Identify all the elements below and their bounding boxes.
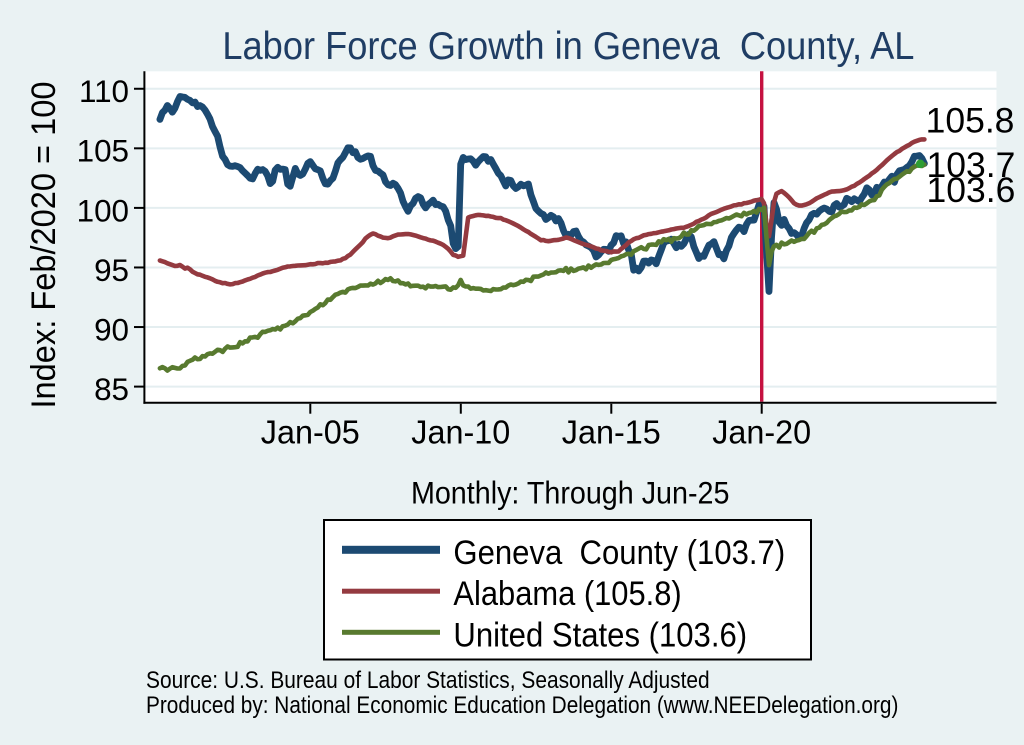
svg-text:Index: Feb/2020 = 100: Index: Feb/2020 = 100 [25,82,63,409]
svg-text:100: 100 [77,193,129,228]
svg-text:Monthly: Through Jun-25: Monthly: Through Jun-25 [411,475,730,511]
svg-text:103.7: 103.7 [927,145,1016,185]
svg-text:105.8: 105.8 [926,101,1015,141]
svg-text:Labor Force Growth in Geneva: Labor Force Growth in Geneva County, AL [222,25,914,68]
svg-text:110: 110 [79,74,129,109]
svg-text:Jan-15: Jan-15 [562,414,661,451]
svg-text:Alabama (105.8): Alabama (105.8) [453,575,681,613]
svg-text:Geneva County (103.7): Geneva County (103.7) [453,534,785,572]
svg-text:95: 95 [94,253,129,288]
svg-text:85: 85 [94,372,129,407]
svg-text:Jan-10: Jan-10 [411,414,510,451]
svg-text:Source: U.S. Bureau of Labor S: Source: U.S. Bureau of Labor Statistics,… [146,667,710,694]
svg-text:103.6: 103.6 [927,170,1016,210]
svg-text:United States (103.6): United States (103.6) [453,616,747,654]
svg-text:Jan-20: Jan-20 [712,414,811,451]
svg-text:Jan-05: Jan-05 [261,414,360,451]
svg-text:105: 105 [77,134,129,169]
svg-text:90: 90 [94,312,129,347]
svg-text:Produced by: National Economic: Produced by: National Economic Education… [146,692,898,719]
